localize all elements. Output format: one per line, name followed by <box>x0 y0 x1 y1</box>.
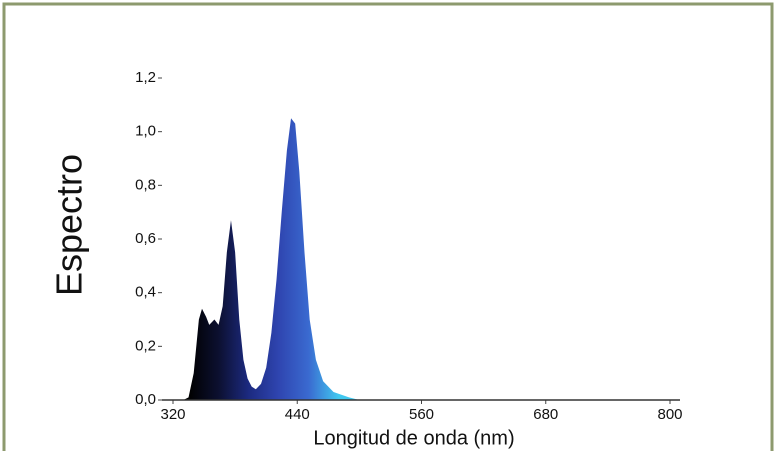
y-tick-label: 0,8 <box>135 176 156 193</box>
y-tick-label: 1,0 <box>135 123 156 140</box>
x-tick-label: 560 <box>409 406 434 423</box>
y-tick-label: 0,0 <box>135 391 156 408</box>
y-tick-label: 1,2 <box>135 69 156 86</box>
y-tick-label: 0,6 <box>135 230 156 247</box>
spectrum-area <box>173 118 670 400</box>
y-tick-label: 0,2 <box>135 337 156 354</box>
x-tick-label: 320 <box>160 406 185 423</box>
x-axis-label: Longitud de onda (nm) <box>313 427 514 449</box>
x-tick-label: 440 <box>285 406 310 423</box>
y-axis-label: Espectro <box>49 154 90 296</box>
x-tick-label: 680 <box>533 406 558 423</box>
y-tick-label: 0,4 <box>135 284 156 301</box>
x-tick-label: 800 <box>657 406 682 423</box>
